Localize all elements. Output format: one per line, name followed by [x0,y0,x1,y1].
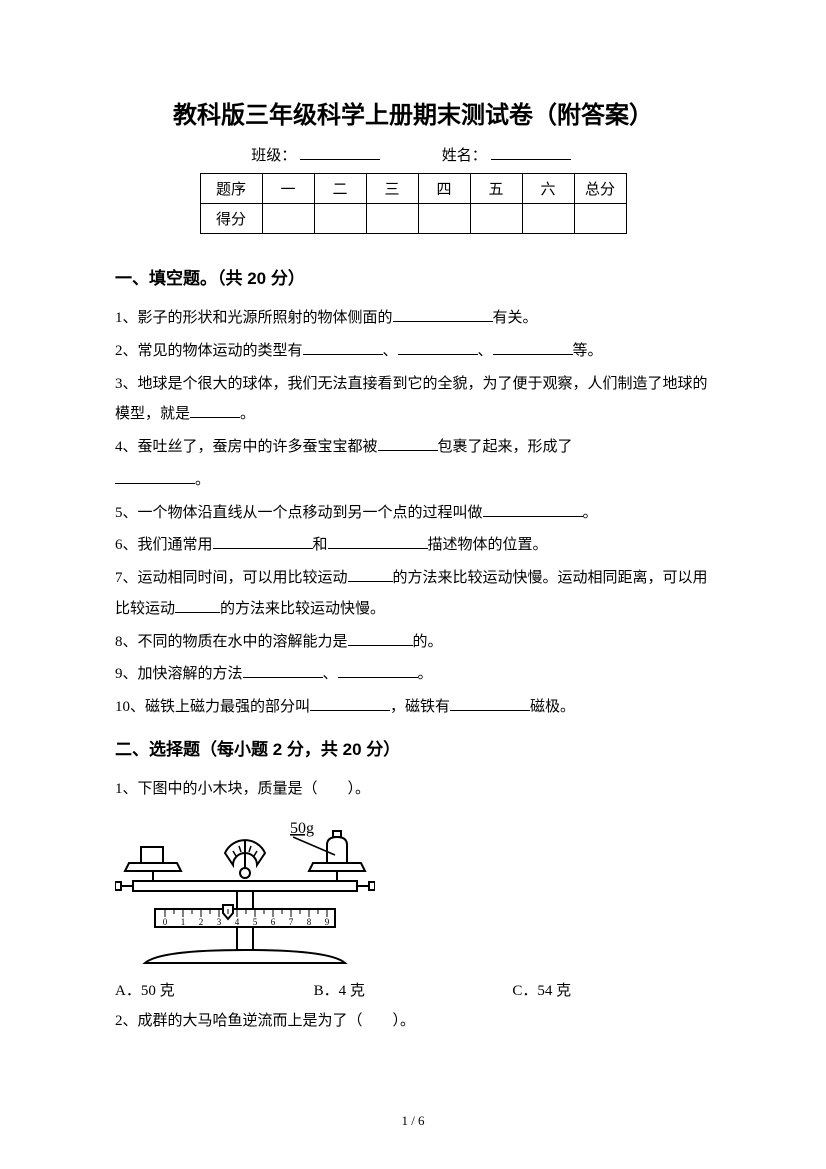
q-sep: 、 [323,666,338,682]
blank [190,403,240,418]
option-c: C．54 克 [512,976,711,1007]
q-text: 7、运动相同时间，可以用比较运动 [115,570,348,586]
q4-cont: 。 [115,465,711,496]
cell-col: 四 [418,174,470,204]
s2q2: 2、成群的大马哈鱼逆流而上是为了（ ）。 [115,1006,711,1037]
q-text: 磁极。 [530,699,575,715]
q2: 2、常见的物体运动的类型有 、 、 等。 [115,336,711,367]
q-text: 。 [418,666,433,682]
q-text: 有关。 [493,310,538,326]
q-sep: 、 [383,343,398,359]
q-text: 的方法来比较运动快慢。 [220,601,385,617]
q4: 4、蚕吐丝了，蚕房中的许多蚕宝宝都被 包裹了起来，形成了 [115,432,711,463]
blank [378,436,438,451]
cell-col: 五 [470,174,522,204]
q-text: ，磁铁有 [390,699,450,715]
ruler-mark: 6 [271,917,276,927]
cell-empty [262,204,314,234]
cell-empty [522,204,574,234]
page-title: 教科版三年级科学上册期末测试卷（附答案） [115,95,711,130]
score-table: 题序 一 二 三 四 五 六 总分 得分 [200,173,627,234]
cell-col: 三 [366,174,418,204]
q-text: 包裹了起来，形成了 [438,439,573,455]
q-text: 5、一个物体沿直线从一个点移动到另一个点的过程叫做 [115,505,483,521]
table-row: 题序 一 二 三 四 五 六 总分 [200,174,626,204]
name-blank [491,159,571,160]
blank [483,502,583,517]
q1: 1、影子的形状和光源所照射的物体侧面的 有关。 [115,303,711,334]
cell-col: 一 [262,174,314,204]
cell-empty [314,204,366,234]
q-text: 1、影子的形状和光源所照射的物体侧面的 [115,310,393,326]
cell-header: 得分 [200,204,262,234]
ruler-mark: 0 [163,917,168,927]
q-text: 4、蚕吐丝了，蚕房中的许多蚕宝宝都被 [115,439,378,455]
blank [115,469,195,484]
page-number: 1 / 6 [0,1113,826,1129]
blank [348,631,413,646]
blank [328,534,428,549]
q3: 3、地球是个很大的球体，我们无法直接看到它的全貌，为了便于观察，人们制造了地球的… [115,369,711,431]
ruler-mark: 1 [181,917,186,927]
cell-header: 题序 [200,174,262,204]
cell-empty [470,204,522,234]
option-b: B．4 克 [314,976,513,1007]
cell-empty [574,204,626,234]
cell-empty [418,204,470,234]
blank [243,663,323,678]
blank [393,307,493,322]
q-sep: 、 [478,343,493,359]
ruler-mark: 2 [199,917,204,927]
ruler-mark: 8 [307,917,312,927]
s2q1-options: A．50 克 B．4 克 C．54 克 [115,976,711,1007]
q-text: 10、磁铁上磁力最强的部分叫 [115,699,310,715]
cell-empty [366,204,418,234]
cell-col: 六 [522,174,574,204]
class-blank [300,159,380,160]
q-text: 2、常见的物体运动的类型有 [115,343,303,359]
q-text: 。 [195,472,210,488]
cell-col: 总分 [574,174,626,204]
blank [303,340,383,355]
blank [310,696,390,711]
q10: 10、磁铁上磁力最强的部分叫 ，磁铁有 磁极。 [115,692,711,723]
blank [348,567,393,582]
q-text: 。 [583,505,598,521]
q-text: 6、我们通常用 [115,537,213,553]
table-row: 得分 [200,204,626,234]
q5: 5、一个物体沿直线从一个点移动到另一个点的过程叫做 。 [115,498,711,529]
ruler-mark: 7 [289,917,294,927]
class-name-row: 班级： 姓名： [115,144,711,165]
q-text: 9、加快溶解的方法 [115,666,243,682]
q9: 9、加快溶解的方法 、 。 [115,659,711,690]
blank [493,340,573,355]
class-label: 班级： [251,148,296,164]
section2-heading: 二、选择题（每小题 2 分，共 20 分） [115,735,711,760]
s2q1: 1、下图中的小木块，质量是（ ）。 [115,774,711,805]
blank [450,696,530,711]
q6: 6、我们通常用 和 描述物体的位置。 [115,530,711,561]
q-text: 8、不同的物质在水中的溶解能力是 [115,634,348,650]
q-text: 的。 [413,634,443,650]
q-text: 描述物体的位置。 [428,537,548,553]
ruler-mark: 9 [325,917,330,927]
q-text: 和 [313,537,328,553]
cell-col: 二 [314,174,366,204]
blank [175,598,220,613]
q-text: 等。 [573,343,603,359]
section1-heading: 一、填空题。（共 20 分） [115,264,711,289]
blank [398,340,478,355]
balance-scale-icon: 0 1 2 3 4 5 6 7 8 9 50g [115,813,375,968]
ruler-mark: 4 [235,917,240,927]
blank [213,534,313,549]
ruler-mark: 5 [253,917,258,927]
blank [338,663,418,678]
name-label: 姓名： [442,148,487,164]
ruler-mark: 3 [217,917,222,927]
q8: 8、不同的物质在水中的溶解能力是 的。 [115,627,711,658]
q7: 7、运动相同时间，可以用比较运动的方法来比较运动快慢。运动相同距离，可以用比较运… [115,563,711,625]
option-a: A．50 克 [115,976,314,1007]
q-text: 。 [240,406,255,422]
weight-label: 50g [290,820,314,837]
